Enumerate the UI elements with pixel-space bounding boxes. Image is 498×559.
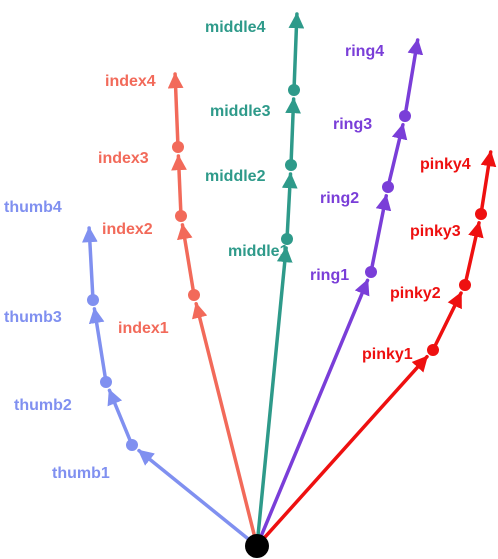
middle-bone-3 (285, 97, 301, 167)
thumb-bone-2 (107, 388, 134, 447)
middle-bone-4 (288, 12, 305, 92)
thumb-bone-1 (137, 448, 251, 542)
middle3-joint-node (288, 84, 300, 96)
thumb3-joint-node (87, 294, 99, 306)
index-bone-1 (192, 301, 257, 539)
middle1-joint-node (281, 233, 293, 245)
index2-joint-node (175, 210, 187, 222)
thumb-bone-3 (88, 307, 108, 384)
middle3-label: middle3 (210, 103, 271, 120)
index-bone-3 (171, 154, 187, 218)
pinky-bone-2 (431, 291, 463, 352)
pinky1-joint-node (427, 344, 439, 356)
ring2-label: ring2 (320, 190, 359, 207)
labels-layer: thumb1 thumb2 thumb3 thumb4 index1 index2 inde… (4, 19, 471, 482)
middle2-label: middle2 (205, 168, 266, 185)
middle2-joint-node (285, 159, 297, 171)
pinky-bone-1 (261, 354, 429, 541)
ring2-joint-node (382, 181, 394, 193)
ring4-label: ring4 (345, 43, 384, 60)
thumb1-label: thumb1 (52, 465, 110, 482)
bones-layer (82, 12, 497, 542)
pinky1-label: pinky1 (362, 346, 413, 363)
ring3-joint-node (399, 110, 411, 122)
thumb1-joint-node (126, 439, 138, 451)
pinky3-label: pinky3 (410, 223, 461, 240)
index3-label: index3 (98, 150, 149, 167)
thumb-bone-4 (82, 226, 98, 302)
index1-joint-node (188, 289, 200, 301)
ring-bone-2 (369, 194, 392, 274)
index4-label: index4 (105, 73, 156, 90)
ring-bone-4 (403, 38, 424, 118)
ring3-label: ring3 (333, 116, 372, 133)
thumb2-label: thumb2 (14, 397, 72, 414)
middle4-label: middle4 (205, 19, 266, 36)
index-bone-2 (176, 223, 196, 297)
ring-bone-3 (386, 123, 408, 189)
pinky3-joint-node (475, 208, 487, 220)
pinky2-joint-node (459, 279, 471, 291)
ring-bone-1 (259, 278, 370, 539)
pinky2-label: pinky2 (390, 285, 441, 302)
thumb3-label: thumb3 (4, 309, 62, 326)
middle-bone-2 (281, 172, 298, 241)
thumb4-label: thumb4 (4, 199, 62, 216)
joints-layer (87, 84, 487, 451)
middle1-label: middle1 (228, 243, 289, 260)
pinky-bone-4 (479, 150, 497, 216)
wrist-root-node (245, 534, 269, 558)
index1-label: index1 (118, 320, 169, 337)
middle-bone-1 (256, 246, 293, 538)
pinky4-label: pinky4 (420, 156, 471, 173)
pinky-bone-3 (463, 221, 484, 287)
index3-joint-node (172, 141, 184, 153)
thumb2-joint-node (100, 376, 112, 388)
index2-label: index2 (102, 221, 153, 238)
ring1-label: ring1 (310, 267, 349, 284)
index-bone-4 (167, 72, 184, 149)
ring1-joint-node (365, 266, 377, 278)
